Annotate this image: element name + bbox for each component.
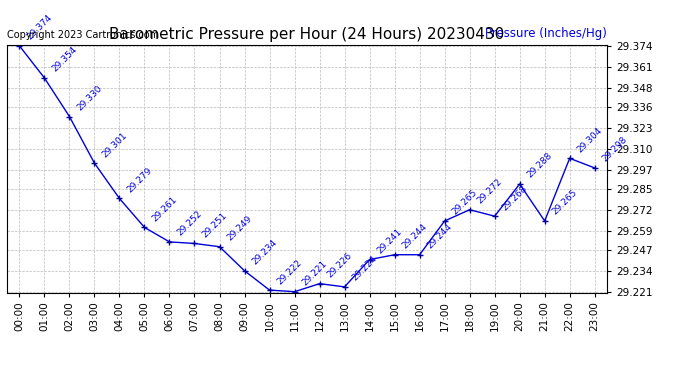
Text: 29.222: 29.222 xyxy=(275,258,304,286)
Text: 29.268: 29.268 xyxy=(500,183,529,212)
Text: 29.354: 29.354 xyxy=(50,45,79,74)
Text: 29.224: 29.224 xyxy=(350,254,379,283)
Text: 29.265: 29.265 xyxy=(550,188,579,217)
Text: 29.234: 29.234 xyxy=(250,238,279,267)
Text: 29.272: 29.272 xyxy=(475,177,504,206)
Text: Copyright 2023 Cartronics.com: Copyright 2023 Cartronics.com xyxy=(7,30,159,40)
Title: Barometric Pressure per Hour (24 Hours) 20230430: Barometric Pressure per Hour (24 Hours) … xyxy=(110,27,504,42)
Text: 29.288: 29.288 xyxy=(525,151,554,180)
Text: 29.252: 29.252 xyxy=(175,209,204,238)
Text: 29.301: 29.301 xyxy=(100,130,128,159)
Text: 29.304: 29.304 xyxy=(575,126,604,154)
Text: 29.241: 29.241 xyxy=(375,227,404,255)
Text: 29.374: 29.374 xyxy=(25,13,54,42)
Text: 29.226: 29.226 xyxy=(325,251,353,279)
Text: 29.265: 29.265 xyxy=(450,188,479,217)
Text: 29.221: 29.221 xyxy=(300,259,328,288)
Text: 29.249: 29.249 xyxy=(225,214,253,243)
Text: 29.330: 29.330 xyxy=(75,84,103,112)
Text: 29.244: 29.244 xyxy=(425,222,453,251)
Text: 29.261: 29.261 xyxy=(150,195,179,223)
Text: Pressure (Inches/Hg): Pressure (Inches/Hg) xyxy=(485,27,607,40)
Text: 29.244: 29.244 xyxy=(400,222,428,251)
Text: 29.298: 29.298 xyxy=(600,135,629,164)
Text: 29.279: 29.279 xyxy=(125,166,154,194)
Text: 29.251: 29.251 xyxy=(200,211,228,239)
